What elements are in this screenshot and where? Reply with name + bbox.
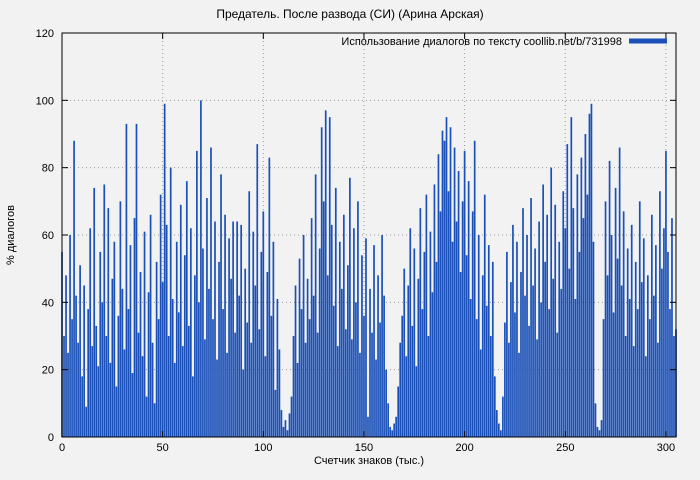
y-tick-label: 120 [36, 28, 54, 40]
x-tick-label: 0 [59, 442, 65, 454]
x-tick-label: 200 [455, 442, 473, 454]
y-tick-label: 60 [42, 230, 54, 242]
x-tick-label: 50 [157, 442, 169, 454]
y-tick-label: 100 [36, 95, 54, 107]
y-tick-label: 40 [42, 297, 54, 309]
x-axis-label: Счетчик знаков (тыс.) [314, 455, 424, 467]
y-tick-label: 0 [48, 432, 54, 444]
x-tick-label: 300 [657, 442, 675, 454]
y-tick-label: 80 [42, 163, 54, 175]
tick-labels: 0 50 100 150 200 250 300 0 20 40 60 80 100 120 [36, 28, 675, 454]
y-axis-label: % диалогов [5, 205, 17, 265]
legend: Использование диалогов по тексту coollib… [341, 36, 667, 48]
legend-label: Использование диалогов по тексту coollib… [341, 36, 622, 48]
x-tick-label: 150 [355, 442, 373, 454]
bar-series [61, 100, 677, 437]
x-tick-label: 250 [556, 442, 574, 454]
x-tick-label: 100 [254, 442, 272, 454]
y-tick-label: 20 [42, 365, 54, 377]
chart-title: Предатель. После развода (СИ) (Арина Арс… [216, 7, 483, 21]
axis-ticks [61, 32, 676, 438]
